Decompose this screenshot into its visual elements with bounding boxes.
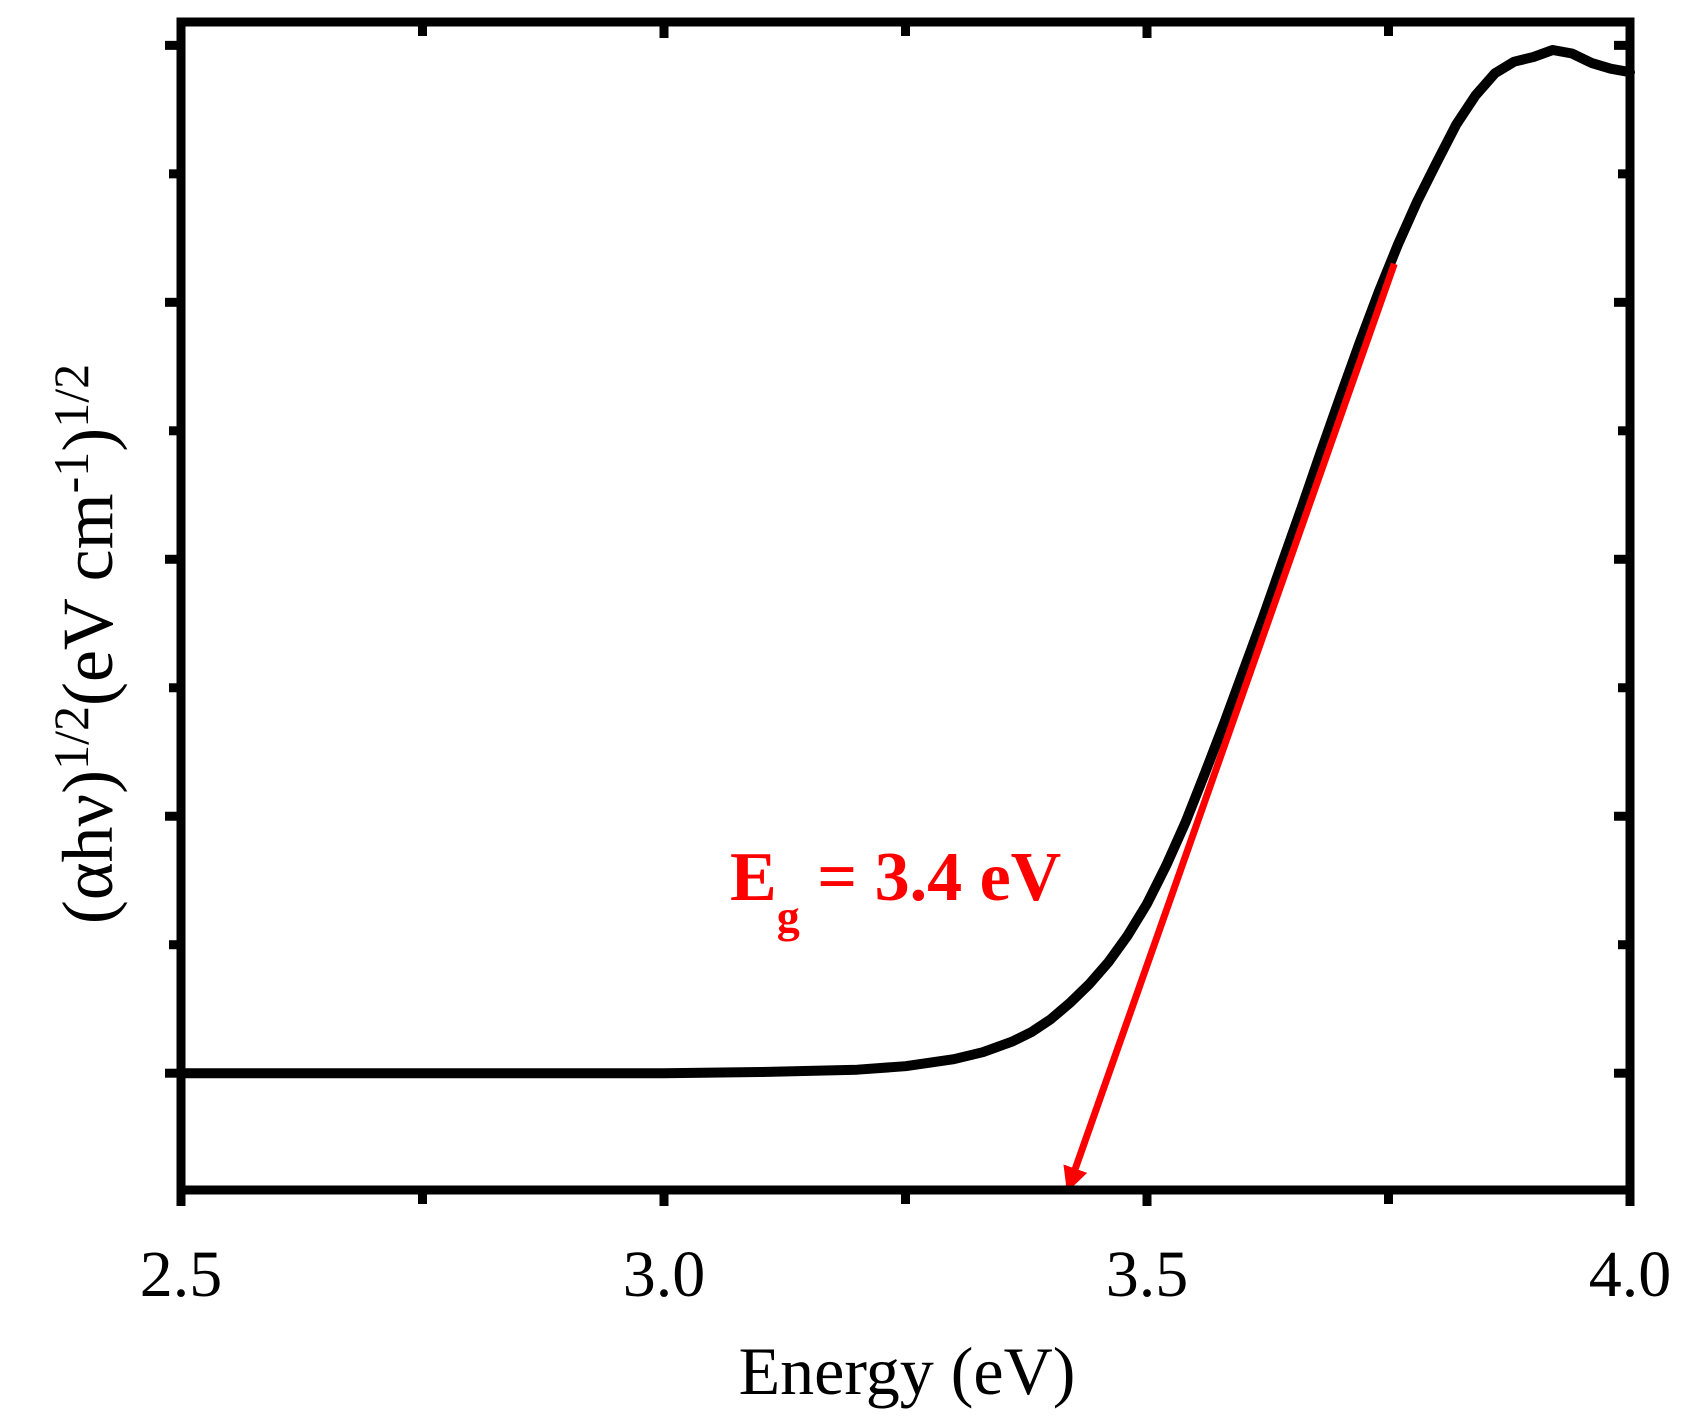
fit-layer [1063, 262, 1398, 1193]
x-tick-label: 3.0 [623, 1238, 706, 1311]
absorption-curve [176, 45, 1635, 1079]
tauc-fit-arrow [1063, 262, 1398, 1193]
x-tick-label: 4.0 [1589, 1238, 1672, 1311]
x-axis-title: Energy (eV) [739, 1333, 1076, 1409]
series-layer [176, 45, 1635, 1079]
band-gap-annotation: Eg = 3.4 eV [730, 839, 1061, 942]
ticks-layer [165, 22, 1635, 1206]
annotation-main: E [730, 839, 777, 916]
y-axis-title: (αhν)1/2(eV cm-1)1/2 [43, 364, 128, 924]
x-tick-labels: 2.5 3.0 3.5 4.0 [140, 1238, 1672, 1311]
y-title-sup1: 1/2 [43, 706, 99, 770]
plot-frame [176, 17, 1635, 1195]
x-tick-label: 2.5 [140, 1238, 223, 1311]
y-title-suffix: ) [48, 428, 128, 452]
annotation-rest: = 3.4 eV [800, 839, 1062, 916]
annotation-subscript: g [777, 891, 800, 942]
y-title-sup2: -1 [43, 452, 99, 494]
y-title-prefix: (αhν) [48, 770, 128, 924]
x-tick-label: 3.5 [1106, 1238, 1189, 1311]
y-title-sup3: 1/2 [43, 364, 99, 428]
y-title-mid: (eV cm [48, 493, 128, 706]
